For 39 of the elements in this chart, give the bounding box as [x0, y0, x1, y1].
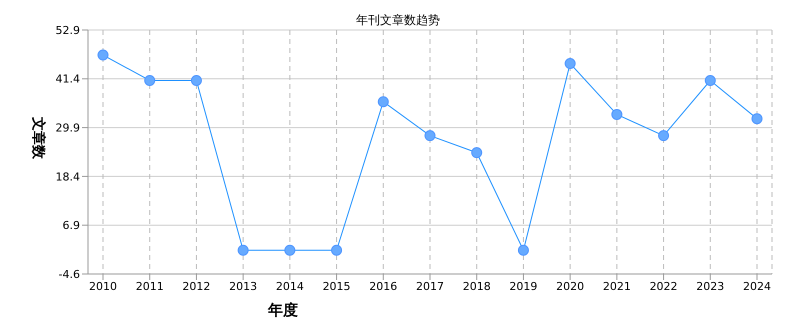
- chart-title: 年刊文章数趋势: [356, 13, 440, 27]
- x-tick-label: 2023: [696, 280, 724, 293]
- point: [611, 108, 622, 120]
- x-axis-title: 年度: [268, 301, 298, 320]
- y-tick-label: 29.9: [56, 122, 80, 135]
- point: [144, 74, 156, 86]
- y-tick-label: -4.6: [58, 268, 80, 281]
- point: [284, 244, 296, 256]
- x-tick-label: 2011: [136, 280, 164, 293]
- y-tick-label: 6.9: [62, 219, 80, 232]
- x-tick-label: 2012: [182, 280, 210, 293]
- x-tick-label: 2017: [416, 280, 444, 293]
- point: [704, 74, 716, 86]
- x-tick-label: 2014: [276, 280, 304, 293]
- y-tick-label: 18.4: [56, 170, 80, 184]
- x-tick-label: 2021: [602, 280, 631, 293]
- x-tick-label: 2020: [556, 280, 584, 293]
- y-tick-label: 52.9: [56, 24, 80, 37]
- point: [564, 58, 576, 70]
- x-tick-label: 2024: [743, 280, 771, 293]
- y-tick-label: 41.4: [56, 72, 80, 86]
- x-tick-label: 2016: [369, 280, 398, 293]
- point: [424, 130, 436, 142]
- x-tick-label: 2010: [89, 280, 117, 293]
- point: [238, 244, 249, 256]
- point: [331, 244, 342, 256]
- point: [752, 113, 762, 124]
- point: [518, 244, 529, 256]
- point: [190, 74, 202, 86]
- point: [471, 147, 482, 158]
- point: [98, 50, 108, 61]
- point: [378, 96, 389, 108]
- x-tick-label: 2022: [650, 280, 678, 293]
- x-tick-label: 2015: [322, 280, 351, 293]
- x-tick-label: 2019: [509, 280, 538, 293]
- point: [658, 130, 670, 142]
- y-axis-title: 文章数: [29, 117, 47, 159]
- x-tick-label: 2018: [462, 280, 491, 293]
- x-tick-label: 2013: [229, 280, 258, 293]
